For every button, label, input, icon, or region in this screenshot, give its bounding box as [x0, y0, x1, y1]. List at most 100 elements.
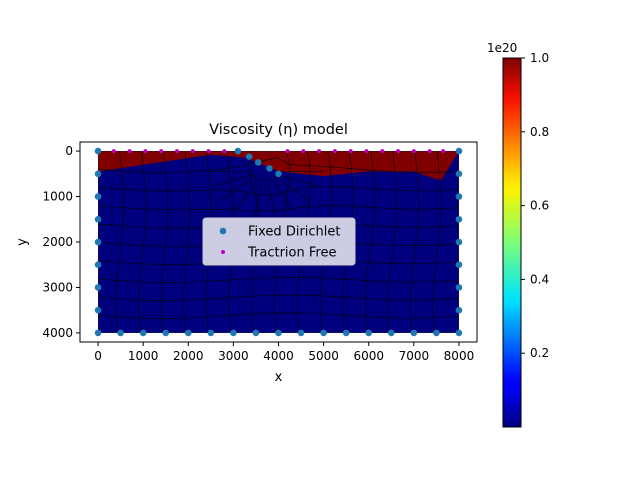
y-tick-label: 2000 [42, 235, 73, 249]
top-layer-region [98, 151, 459, 181]
mesh-column-line [432, 151, 442, 333]
colorbar-gradient [502, 57, 522, 428]
x-tick-label: 8000 [444, 349, 475, 363]
mesh-column-line [138, 151, 147, 333]
marker-fixed-dirichlet [94, 329, 102, 337]
mesh-refine-line [209, 173, 255, 188]
y-axis-label: y [15, 238, 30, 246]
colorbar-tick-label: 0.6 [530, 199, 549, 213]
mesh-column-line [183, 151, 190, 333]
marker-tractrion-free [127, 149, 132, 154]
marker-tractrion-free [396, 149, 401, 154]
mesh-column-line [364, 151, 376, 333]
x-tick-label: 4000 [263, 349, 294, 363]
y-tick-label: 1000 [42, 190, 73, 204]
marker-fixed-dirichlet [455, 238, 463, 246]
marker-fixed-dirichlet [387, 329, 395, 337]
marker-fixed-dirichlet [207, 329, 215, 337]
marker-fixed-dirichlet [342, 329, 350, 337]
marker-tractrion-free [190, 149, 195, 154]
x-tick-label: 6000 [353, 349, 384, 363]
marker-fixed-dirichlet [455, 329, 463, 337]
mesh-column-line [115, 151, 124, 333]
marker-fixed-dirichlet [94, 261, 102, 269]
marker-tractrion-free [159, 149, 164, 154]
marker-fixed-dirichlet [455, 306, 463, 314]
marker-fixed-dirichlet [455, 170, 463, 178]
x-tick-label: 0 [94, 349, 102, 363]
marker-fixed-dirichlet [297, 329, 305, 337]
marker-tractrion-free [427, 149, 432, 154]
x-tick-label: 3000 [218, 349, 249, 363]
colorbar-multiplier: 1e20 [487, 41, 517, 55]
marker-fixed-dirichlet [139, 329, 147, 337]
marker-tractrion-free [411, 149, 416, 154]
marker-fixed-dirichlet [275, 170, 282, 178]
marker-tractrion-free [143, 149, 148, 154]
marker-tractrion-free [174, 149, 179, 154]
marker-fixed-dirichlet [252, 329, 260, 337]
y-tick-label: 3000 [42, 280, 73, 294]
marker-fixed-dirichlet [234, 147, 242, 155]
mesh-refine-line [254, 178, 264, 217]
mesh-refine-line [219, 175, 257, 202]
mesh-refine-line [275, 173, 321, 188]
axis-ticks: 0 1000 2000 3000 4000 5000 6000 7000 8000 0 1000 20… [42, 144, 474, 363]
marker-fixed-dirichlet [245, 153, 253, 160]
marker-fixed-dirichlet [455, 261, 463, 269]
colorbar-tick-label: 0.8 [530, 125, 549, 139]
x-tick-label: 2000 [173, 349, 204, 363]
colorbar-tick-label: 0.4 [530, 272, 549, 286]
marker-tractrion-free [348, 149, 353, 154]
marker-tractrion-free [206, 149, 211, 154]
marker-fixed-dirichlet [365, 329, 373, 337]
marker-fixed-dirichlet [455, 147, 463, 155]
marker-tractrion-free [301, 149, 306, 154]
marker-fixed-dirichlet [94, 215, 102, 223]
marker-fixed-dirichlet [94, 238, 102, 246]
legend-label-traction-free: Tractrion Free [247, 246, 336, 261]
boundary-markers [94, 147, 463, 337]
mesh-column-line [409, 151, 420, 333]
colorbar-tick-label: 0.2 [530, 346, 549, 360]
legend-marker-fixed-dirichlet [219, 227, 227, 235]
marker-tractrion-free [380, 149, 385, 154]
marker-fixed-dirichlet [94, 306, 102, 314]
marker-fixed-dirichlet [117, 329, 124, 337]
y-tick-label: 0 [65, 144, 73, 158]
marker-fixed-dirichlet [266, 165, 273, 172]
marker-fixed-dirichlet [94, 284, 102, 291]
y-tick-label: 4000 [42, 326, 73, 340]
x-tick-label: 5000 [308, 349, 339, 363]
mesh-clip-group [98, 151, 459, 333]
colorbar-tick-label: 1.0 [530, 51, 549, 65]
colorbar-ticks: 0.2 0.4 0.6 0.8 1.0 [521, 51, 549, 360]
marker-fixed-dirichlet [230, 329, 237, 337]
marker-tractrion-free [317, 149, 322, 154]
mesh-refine-line [235, 177, 260, 212]
marker-fixed-dirichlet [433, 329, 440, 337]
marker-fixed-dirichlet [254, 159, 262, 166]
marker-tractrion-free [222, 149, 227, 154]
colorbar: 0.2 0.4 0.6 0.8 1.0 1e20 [487, 41, 549, 428]
marker-fixed-dirichlet [162, 329, 170, 337]
marker-tractrion-free [332, 149, 337, 154]
marker-fixed-dirichlet [455, 284, 463, 291]
marker-tractrion-free [441, 149, 446, 154]
mesh-column-line [387, 151, 398, 333]
legend-marker-traction-free [221, 250, 225, 254]
marker-fixed-dirichlet [94, 170, 102, 178]
marker-fixed-dirichlet [275, 329, 282, 337]
mesh-refine-line [273, 175, 311, 202]
marker-tractrion-free [364, 149, 369, 154]
marker-fixed-dirichlet [94, 147, 102, 155]
mesh-refine-line [266, 178, 276, 217]
x-tick-label: 7000 [399, 349, 430, 363]
x-tick-label: 1000 [128, 349, 159, 363]
legend-label-fixed-dirichlet: Fixed Dirichlet [248, 225, 341, 240]
x-axis-label: x [275, 370, 283, 385]
chart-title: Viscosity (η) model [209, 122, 348, 138]
mesh-refine-line [270, 177, 295, 212]
marker-fixed-dirichlet [320, 329, 327, 337]
